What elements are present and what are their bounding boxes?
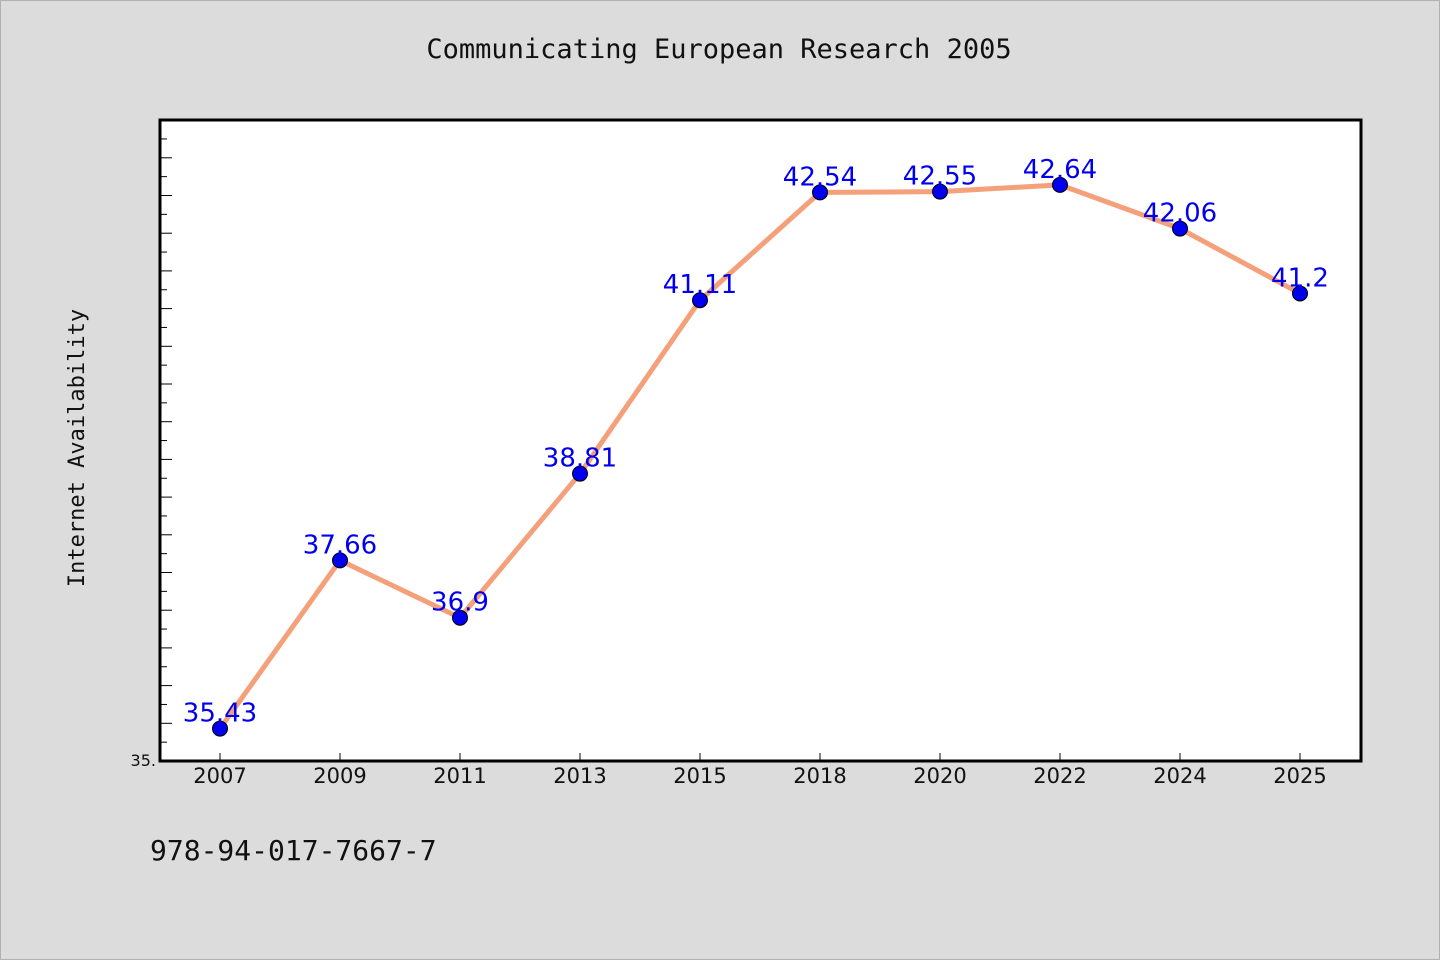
data-label: 35.43: [183, 699, 257, 729]
data-label: 42.54: [783, 162, 857, 192]
x-tick-label: 2022: [1033, 764, 1086, 788]
data-labels: 35.43 37.66 36.9 38.81 41.11 42.54 42.55 42.64 4…: [183, 155, 1329, 729]
data-point: [572, 465, 588, 482]
x-tick-label: 2009: [313, 764, 366, 788]
data-label: 36.9: [431, 588, 489, 618]
data-point: [812, 184, 828, 201]
data-label: 42.06: [1143, 199, 1217, 229]
series-markers: [212, 176, 1308, 737]
x-tick-label: 2025: [1273, 764, 1326, 788]
x-tick-label: 2018: [793, 764, 846, 788]
data-label: 41.11: [663, 270, 737, 300]
x-tick-label: 2015: [673, 764, 726, 788]
data-point: [212, 720, 228, 737]
y-tick-label-min: 35.: [131, 751, 156, 770]
x-tick-label: 2013: [553, 764, 606, 788]
data-label: 42.55: [903, 162, 977, 192]
data-point: [1172, 220, 1188, 237]
data-point: [932, 183, 948, 200]
isbn-note: 978-94-017-7667-7: [150, 834, 437, 867]
data-point: [692, 292, 708, 309]
data-point: [452, 609, 468, 626]
x-axis-ticks: [219, 753, 1301, 761]
x-axis-labels: 2007 2009 2011 2013 2015 2018 2020 2022 2024 2025: [193, 764, 1326, 788]
x-tick-label: 2007: [193, 764, 246, 788]
x-tick-label: 2020: [913, 764, 966, 788]
x-tick-label: 2011: [433, 764, 486, 788]
series-line: [217, 182, 1303, 732]
y-axis-ticks: [160, 138, 172, 762]
data-label: 38.81: [543, 444, 617, 474]
chart-title: Communicating European Research 2005: [426, 34, 1012, 65]
plot-area: [158, 118, 1363, 763]
data-point: [1052, 176, 1068, 193]
y-axis-title: Internet Availability: [65, 309, 90, 587]
data-label: 37.66: [303, 530, 377, 560]
x-tick-label: 2024: [1153, 764, 1206, 788]
data-point: [332, 552, 348, 569]
data-label: 42.64: [1023, 155, 1097, 185]
data-label: 41.2: [1271, 263, 1329, 293]
data-point: [1292, 285, 1308, 302]
